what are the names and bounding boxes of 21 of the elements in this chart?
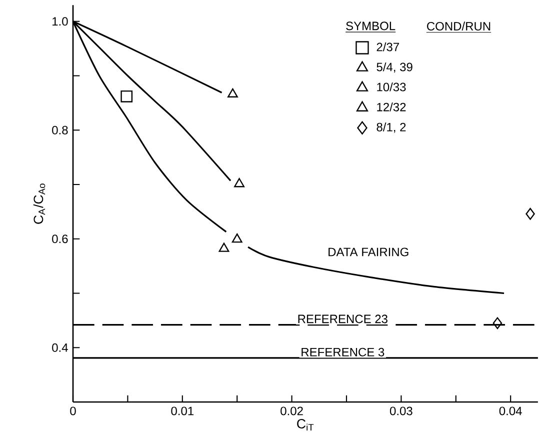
annotation: COND/RUN: [427, 22, 490, 31]
ref-line-label: REFERENCE 3: [302, 348, 384, 356]
y-tick-label: 0.6: [52, 234, 68, 244]
y-tick-label: 0.8: [52, 126, 68, 134]
y-tick-label: 0.4: [52, 343, 68, 352]
legend-label: 10/33: [377, 82, 406, 92]
y-axis-title: C$_{A}$/C$_{Ao}$: [33, 184, 46, 224]
series-label: DATA FAIRING: [328, 248, 408, 256]
x-tick-label: 0.02: [280, 406, 303, 416]
legend-label: 2/37: [376, 42, 399, 52]
legend-label: 12/32: [377, 102, 406, 112]
x-tick-label: 0: [70, 406, 76, 416]
legend-title: SYMBOL: [346, 22, 396, 30]
legend-label: 8/1, 2: [376, 122, 406, 133]
x-axis-title: C$_{iT}$: [297, 419, 314, 431]
x-tick-label: 0.03: [390, 406, 412, 416]
ref-line-label: REFERENCE 23: [298, 314, 388, 324]
x-tick-label: 0.04: [499, 406, 522, 416]
x-tick-label: 0.01: [171, 406, 194, 416]
y-tick-label: 1.0: [52, 17, 68, 26]
legend-label: 5/4, 39: [376, 62, 412, 73]
